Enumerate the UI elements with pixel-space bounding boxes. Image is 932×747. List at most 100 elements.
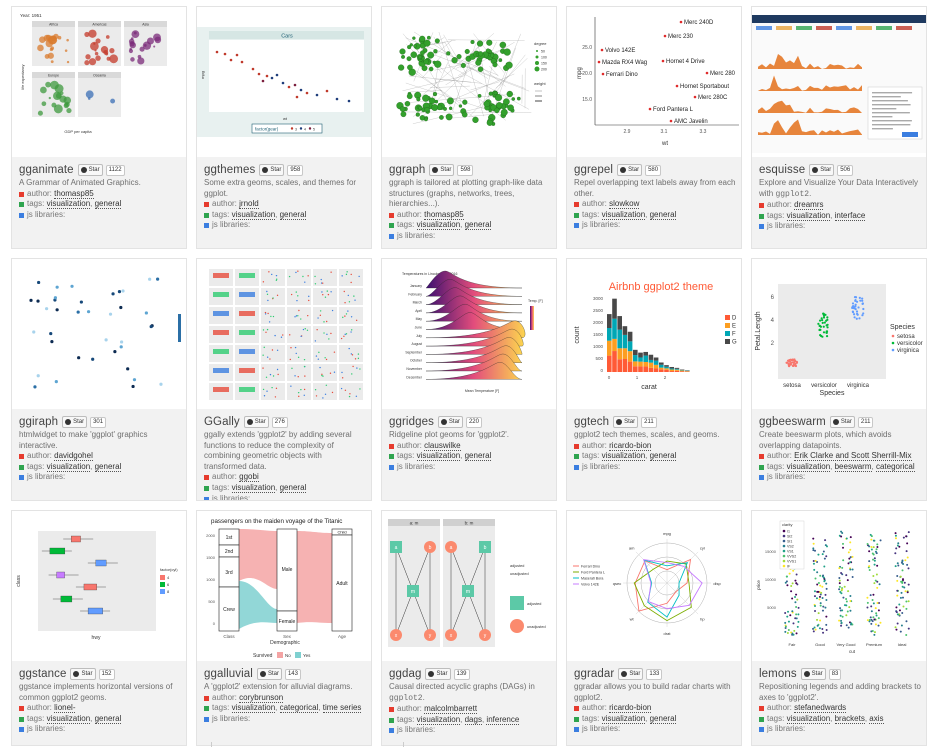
author-link[interactable]: slowkow — [609, 199, 640, 210]
tag-link[interactable]: dags — [464, 714, 482, 725]
package-thumbnail[interactable]: hwy class factor(cyl) 4 6 8 — [12, 511, 186, 661]
tag-link[interactable]: interface — [834, 210, 866, 221]
package-name[interactable]: ggtech — [574, 415, 610, 428]
tag-link[interactable]: general — [279, 209, 307, 220]
author-link[interactable]: ricardo-bion — [609, 440, 652, 451]
package-thumbnail[interactable]: mpg cyl disp hp drat wt qsec am Ferrari Dino Ford… — [567, 511, 741, 661]
package-card[interactable]: Temperatures in Lincoln NE in 2016 Januar… — [381, 258, 557, 501]
tag-link[interactable]: visualization — [416, 714, 461, 725]
tag-link[interactable]: visualization — [231, 482, 276, 493]
tag-link[interactable]: categorical — [279, 703, 319, 714]
github-star-button[interactable]: Star — [62, 416, 88, 428]
github-star-button[interactable]: Star — [617, 164, 643, 176]
package-name[interactable]: ggridges — [389, 415, 434, 428]
package-thumbnail[interactable] — [197, 259, 371, 409]
package-name[interactable]: gganimate — [19, 163, 74, 176]
star-count[interactable]: 1122 — [105, 164, 125, 176]
package-card[interactable]: degree 50 100 150 200 weight ggraph Star 598 … — [381, 6, 557, 249]
package-name[interactable]: ggrepel — [574, 163, 614, 176]
author-link[interactable]: clauswilke — [424, 440, 461, 451]
tag-link[interactable]: inference — [486, 714, 520, 725]
tag-link[interactable]: categorical — [875, 461, 915, 472]
tag-link[interactable]: visualization — [786, 461, 831, 472]
github-star-button[interactable]: Star — [77, 164, 103, 176]
package-thumbnail[interactable] — [12, 259, 186, 409]
github-star-button[interactable]: Star — [613, 416, 639, 428]
github-star-button[interactable]: Star — [809, 164, 835, 176]
github-star-button[interactable]: Star — [829, 416, 855, 428]
author-link[interactable]: stefanedwards — [794, 703, 847, 714]
tag-link[interactable]: visualization — [601, 451, 646, 462]
tag-link[interactable]: general — [649, 713, 677, 724]
package-name[interactable]: ggraph — [389, 163, 426, 176]
star-count[interactable]: 211 — [641, 416, 657, 428]
package-thumbnail[interactable]: Cars wt mpg factor(gear) 3 4 5 — [197, 7, 371, 157]
star-count[interactable]: 211 — [857, 416, 874, 428]
star-count[interactable]: 301 — [90, 416, 107, 428]
package-card[interactable]: Cars wt mpg factor(gear) 3 4 5 ggthemes Star 9… — [196, 6, 372, 249]
author-link[interactable]: jrnold — [239, 199, 259, 210]
package-card[interactable]: a: m a b m x y b: m a b m x y adjusted unadjusted adju… — [381, 510, 557, 746]
star-count[interactable]: 276 — [271, 416, 288, 428]
package-name[interactable]: GGally — [204, 415, 240, 428]
tag-link[interactable]: visualization — [46, 199, 91, 210]
package-thumbnail[interactable]: Year: 1951 Africa Americas Asia Europe Oceani… — [12, 7, 186, 157]
github-star-button[interactable]: Star — [259, 164, 285, 176]
tag-link[interactable]: visualization — [601, 713, 646, 724]
tag-link[interactable]: visualization — [46, 713, 91, 724]
author-link[interactable]: corybrunson — [239, 692, 284, 703]
tag-link[interactable]: brackets — [834, 713, 865, 724]
package-name[interactable]: ggbeeswarm — [759, 415, 826, 428]
package-name[interactable]: ggalluvial — [204, 667, 253, 680]
github-star-button[interactable]: Star — [70, 668, 96, 680]
package-card[interactable]: Year: 1951 Africa Americas Asia Europe Oceani… — [11, 6, 187, 249]
author-link[interactable]: ggobi — [239, 472, 259, 483]
package-thumbnail[interactable]: Fair Good Very Good Premium Ideal 15000 10000 5… — [752, 511, 926, 661]
tag-link[interactable]: beeswarm — [834, 461, 872, 472]
star-count[interactable]: 133 — [646, 668, 663, 680]
package-name[interactable]: ggthemes — [204, 163, 256, 176]
tag-link[interactable]: general — [94, 461, 122, 472]
tag-link[interactable]: visualization — [786, 713, 831, 724]
tag-link[interactable]: visualization — [601, 209, 646, 220]
package-card[interactable]: esquisse Star 506 Explore and Visualize … — [751, 6, 927, 249]
author-link[interactable]: Erik Clarke and Scott Sherrill-Mix — [794, 451, 912, 462]
package-thumbnail[interactable] — [752, 7, 926, 157]
package-name[interactable]: lemons — [759, 667, 797, 680]
tag-link[interactable]: general — [464, 451, 492, 462]
tag-link[interactable]: visualization — [231, 703, 276, 714]
tag-link[interactable]: general — [94, 713, 122, 724]
author-link[interactable]: thomasp85 — [424, 209, 464, 220]
package-thumbnail[interactable]: Airbnb ggplot2 theme 3000 2500 2000 1500 1000… — [567, 259, 741, 409]
package-card[interactable]: GGally Star 276 ggally extends 'ggplot2'… — [196, 258, 372, 501]
package-thumbnail[interactable]: a: m a b m x y b: m a b m x y adjusted unadjusted adju… — [382, 511, 556, 661]
package-card[interactable]: passengers on the maiden voyage of the T… — [196, 510, 372, 746]
package-thumbnail[interactable]: 25.0 20.0 15.0 2.9 3.1 3.3 wt mpg Merc 240D Merc … — [567, 7, 741, 157]
star-count[interactable]: 220 — [465, 416, 482, 428]
author-link[interactable]: dreamrs — [794, 200, 824, 211]
package-name[interactable]: ggiraph — [19, 415, 59, 428]
package-card[interactable]: mpg cyl disp hp drat wt qsec am Ferrari Dino Ford… — [566, 510, 742, 746]
star-count[interactable]: 83 — [828, 668, 842, 680]
github-star-button[interactable]: Star — [618, 668, 644, 680]
tag-link[interactable]: general — [94, 199, 122, 210]
package-card[interactable]: 6 4 2 Petal.Length setosa versicolor virginica… — [751, 258, 927, 501]
star-count[interactable]: 139 — [453, 668, 470, 680]
author-link[interactable]: malcolmbarrett — [424, 704, 478, 715]
github-star-button[interactable]: Star — [800, 668, 826, 680]
tag-link[interactable]: general — [649, 451, 677, 462]
package-card[interactable]: Airbnb ggplot2 theme 3000 2500 2000 1500 1000… — [566, 258, 742, 501]
github-star-button[interactable]: Star — [243, 416, 269, 428]
github-star-button[interactable]: Star — [429, 164, 455, 176]
tag-link[interactable]: time series — [322, 703, 362, 714]
tag-link[interactable]: general — [464, 220, 492, 231]
author-link[interactable]: davidgohel — [54, 451, 93, 462]
tag-link[interactable]: visualization — [416, 451, 461, 462]
star-count[interactable]: 598 — [457, 164, 474, 176]
tag-link[interactable]: visualization — [416, 220, 461, 231]
tag-link[interactable]: visualization — [231, 209, 276, 220]
star-count[interactable]: 152 — [98, 668, 115, 680]
tag-link[interactable]: axis — [869, 713, 884, 724]
package-name[interactable]: ggdag — [389, 667, 422, 680]
github-star-button[interactable]: Star — [425, 668, 451, 680]
